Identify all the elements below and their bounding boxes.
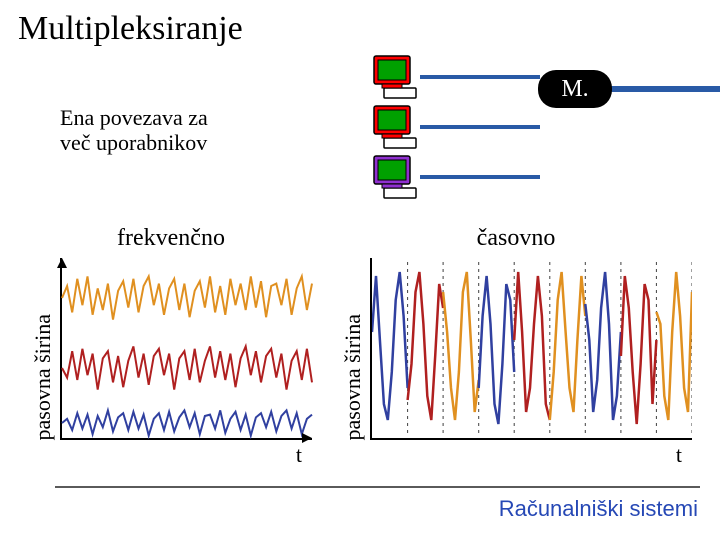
- freq-series-line: [62, 410, 312, 435]
- chart-freq-ylabel: pasovna širina: [30, 314, 56, 440]
- connection-line: [420, 125, 540, 129]
- computer-row: [370, 102, 540, 152]
- connection-line: [420, 75, 540, 79]
- charts-row: frekvenčno pasovna širina t časovno paso…: [30, 225, 692, 468]
- footer-text: Računalniški sistemi: [499, 496, 698, 522]
- chart-frequency: frekvenčno pasovna širina t: [30, 225, 312, 468]
- axis-arrow-icon: [57, 258, 67, 268]
- axis-arrow-icon: [302, 433, 312, 443]
- subtitle-line-1: Ena povezava za: [60, 105, 208, 130]
- slide-subtitle: Ena povezava za več uporabnikov: [60, 105, 208, 156]
- subtitle-line-2: več uporabnikov: [60, 130, 208, 155]
- chart-time-plot-svg: [370, 258, 692, 440]
- computer-stack: [370, 52, 540, 202]
- time-segment-line: [621, 276, 657, 424]
- computer-icon: [370, 104, 420, 150]
- slide-title: Multipleksiranje: [18, 10, 243, 48]
- time-segment-line: [550, 272, 586, 420]
- time-segment-line: [443, 272, 479, 420]
- time-segment-line: [585, 272, 621, 420]
- chart-time-ylabel: pasovna širina: [340, 314, 366, 440]
- mux-box: M.: [538, 70, 612, 108]
- footer-divider: [55, 486, 700, 488]
- time-segment-line: [408, 272, 444, 420]
- chart-freq-plot-svg: [60, 258, 312, 440]
- time-segment-line: [514, 272, 550, 420]
- chart-freq-xlabel: t: [296, 442, 302, 468]
- connection-line: [420, 175, 540, 179]
- chart-time-xlabel: t: [676, 442, 682, 468]
- time-segment-line: [656, 272, 692, 420]
- computer-icon: [370, 54, 420, 100]
- mux-output-line: [610, 86, 720, 92]
- computer-row: [370, 152, 540, 202]
- chart-freq-title: frekvenčno: [117, 225, 225, 252]
- computer-row: [370, 52, 540, 102]
- computer-icon: [370, 154, 420, 200]
- chart-time-title: časovno: [477, 225, 556, 252]
- freq-series-line: [62, 346, 312, 389]
- chart-time: časovno pasovna širina t: [340, 225, 692, 468]
- freq-series-line: [62, 276, 312, 319]
- time-segment-line: [372, 272, 408, 420]
- time-segment-line: [479, 276, 515, 424]
